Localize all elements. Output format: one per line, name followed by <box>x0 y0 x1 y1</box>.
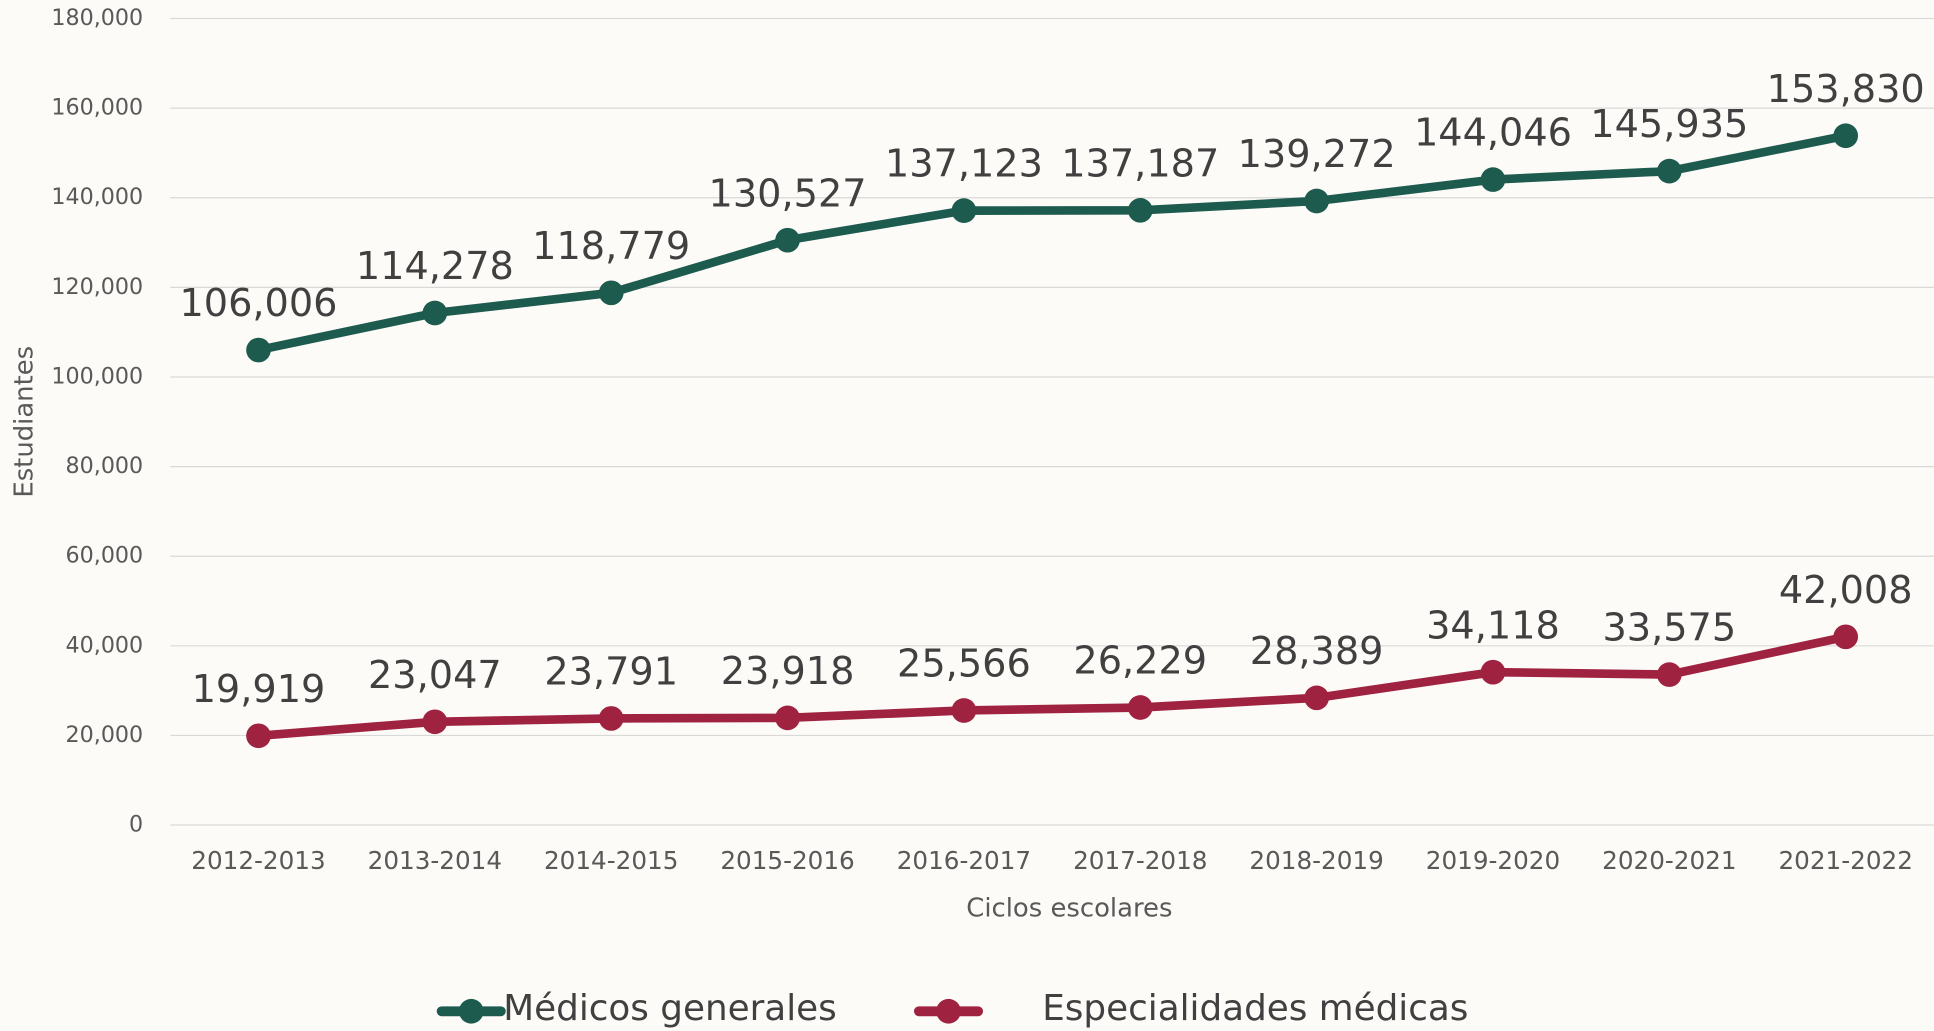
data-label: 118,779 <box>532 225 690 269</box>
y-tick-label: 100,000 <box>51 363 143 389</box>
data-label: 23,791 <box>544 651 678 695</box>
point <box>1480 167 1506 192</box>
x-tick-label: 2017-2018 <box>1073 846 1207 875</box>
y-tick-label: 20,000 <box>66 722 144 748</box>
y-tick-label: 140,000 <box>51 184 143 210</box>
legend-marker <box>936 998 961 1024</box>
x-tick-label: 2019-2020 <box>1426 846 1560 875</box>
y-tick-label: 60,000 <box>66 543 144 569</box>
x-tick-label: 2014-2015 <box>544 846 678 875</box>
point <box>775 227 800 253</box>
line <box>258 632 1847 741</box>
legend-label: Médicos generales <box>503 988 836 1029</box>
point <box>951 198 977 223</box>
data-label: 23,047 <box>368 654 502 698</box>
x-tick-label: 2013-2014 <box>368 846 502 875</box>
x-tick-label: 2020-2021 <box>1602 846 1736 875</box>
data-label: 42,008 <box>1779 569 1913 613</box>
x-tick-label: 2021-2022 <box>1778 846 1912 875</box>
data-label: 137,123 <box>885 143 1043 187</box>
line <box>257 131 1847 355</box>
data-label: 34,118 <box>1426 604 1560 648</box>
data-label: 130,527 <box>709 172 867 216</box>
point <box>1480 659 1506 685</box>
y-tick-label: 0 <box>129 812 143 838</box>
y-axis-title: Estudiantes <box>9 346 39 498</box>
point <box>1304 685 1329 711</box>
legend-marker <box>458 998 484 1024</box>
point <box>422 709 448 735</box>
y-tick-label: 160,000 <box>51 95 143 121</box>
data-label: 144,046 <box>1414 112 1572 156</box>
point <box>1657 662 1682 687</box>
data-label: 137,187 <box>1061 142 1219 186</box>
point <box>422 300 448 326</box>
y-tick-label: 40,000 <box>66 632 144 658</box>
point <box>775 705 800 731</box>
point <box>598 280 624 306</box>
data-label: 153,830 <box>1767 68 1925 112</box>
point <box>1127 198 1153 223</box>
data-label: 33,575 <box>1602 607 1736 651</box>
data-label: 106,006 <box>179 282 337 326</box>
point <box>1657 158 1682 184</box>
data-label: 139,272 <box>1238 133 1396 177</box>
data-label: 23,918 <box>721 650 855 694</box>
x-tick-label: 2015-2016 <box>720 846 854 875</box>
point <box>951 698 977 723</box>
y-tick-label: 120,000 <box>51 274 143 300</box>
data-label: 28,389 <box>1250 630 1384 674</box>
data-label: 19,919 <box>192 668 326 712</box>
data-label: 25,566 <box>897 643 1031 687</box>
y-tick-label: 80,000 <box>66 453 144 479</box>
y-tick-label: 180,000 <box>51 5 143 31</box>
x-tick-label: 2012-2013 <box>191 846 325 875</box>
point <box>1833 624 1859 650</box>
data-label: 145,935 <box>1590 103 1748 147</box>
data-label: 26,229 <box>1073 640 1207 684</box>
point <box>1304 188 1329 214</box>
data-label: 114,278 <box>356 245 514 289</box>
x-axis-title: Ciclos escolares <box>966 893 1172 923</box>
x-tick-label: 2018-2019 <box>1249 846 1383 875</box>
legend-label: Especialidades médicas <box>1042 988 1468 1029</box>
point <box>1833 123 1859 149</box>
point <box>246 337 271 363</box>
x-tick-label: 2016-2017 <box>897 846 1031 875</box>
point <box>246 723 271 749</box>
point <box>1127 695 1153 720</box>
point <box>598 706 624 731</box>
